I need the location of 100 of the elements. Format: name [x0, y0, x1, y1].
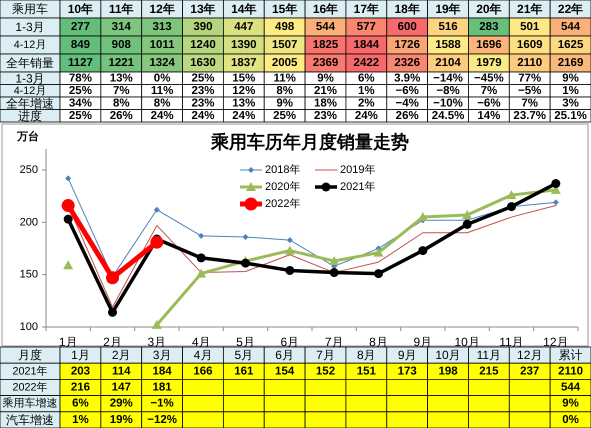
data-label: −12% [147, 414, 177, 426]
data-label: 2369 [312, 57, 338, 69]
x-tick-label: 累计 [558, 348, 583, 362]
y-tick-label: 进度 [18, 108, 42, 123]
point [506, 190, 516, 200]
x-tick-label: 9月 [413, 335, 432, 349]
data-label: 2104 [435, 57, 462, 69]
x-tick-label: 12年 [149, 2, 175, 16]
data-label: 11% [273, 72, 296, 84]
data-label: 1507 [272, 39, 298, 51]
data-label: 9% [562, 398, 579, 410]
y-axis-title: 月度 [18, 348, 42, 362]
point [330, 268, 339, 278]
data-label: 77% [518, 72, 542, 84]
data-label: 3% [562, 97, 579, 110]
data-label: 198 [438, 365, 458, 378]
x-tick-label: 17年 [354, 2, 380, 16]
legend-label: 2021年 [340, 181, 376, 193]
data-label: 516 [438, 21, 458, 33]
x-tick-label: 9月 [398, 348, 417, 362]
data-label: 24% [191, 110, 214, 122]
data-label: −1% [150, 398, 174, 410]
data-label: 9% [317, 72, 334, 84]
data-label: 7% [480, 84, 498, 97]
data-label: 26% [110, 110, 133, 122]
data-label: 21% [314, 84, 338, 97]
data-label: 2% [358, 97, 375, 110]
data-label: 2169 [558, 57, 584, 69]
data-label: 15% [232, 72, 256, 84]
point [63, 260, 74, 270]
data-label: 447 [234, 21, 254, 33]
data-label: 3.9% [394, 72, 420, 84]
data-label: 23.7% [513, 110, 546, 122]
data-label: 1609 [516, 39, 543, 51]
point [198, 232, 204, 239]
data-label: 7% [112, 84, 130, 97]
data-label: 1127 [68, 57, 93, 69]
data-label: 501 [520, 21, 540, 33]
y-tick-label: 2021年 [12, 365, 48, 378]
data-label: 26% [396, 110, 419, 122]
data-label: 1979 [476, 57, 502, 69]
data-label: 6% [358, 72, 375, 84]
x-tick-label: 2月 [112, 348, 131, 362]
data-label: 9% [562, 72, 579, 84]
data-label: 1625 [558, 39, 584, 51]
y-tick-label: 150 [20, 268, 38, 281]
point [284, 246, 295, 255]
data-label: 1837 [231, 57, 257, 69]
y-tick-label: 全年增速 [6, 96, 54, 110]
y-tick-label: 4-12月 [14, 84, 46, 97]
point [374, 248, 384, 257]
point [152, 320, 162, 329]
x-tick-label: 21年 [517, 2, 542, 16]
data-label: 25% [68, 84, 92, 97]
x-tick-label: 4月 [192, 335, 211, 349]
data-label: 314 [112, 21, 132, 33]
x-tick-label: 6月 [280, 335, 300, 349]
data-label: 1588 [435, 39, 462, 51]
data-label: 114 [112, 365, 132, 378]
y-tick-label: 4-12月 [14, 39, 46, 51]
x-tick-label: 3月 [152, 348, 172, 362]
data-label: 577 [356, 21, 376, 33]
x-tick-label: 5月 [234, 348, 254, 362]
data-label: 544 [316, 21, 336, 33]
x-tick-label: 11年 [108, 2, 134, 16]
point [329, 256, 340, 266]
x-tick-label: 3月 [147, 335, 166, 349]
x-tick-label: 7月 [316, 348, 335, 362]
data-label: 203 [70, 365, 90, 378]
legend-label: 2020年 [265, 181, 300, 193]
point [242, 234, 248, 240]
data-label: 24% [232, 110, 256, 122]
data-label: 14% [477, 110, 500, 122]
x-tick-label: 20年 [476, 2, 502, 16]
data-label: 152 [316, 365, 336, 378]
data-label: −45% [474, 72, 504, 84]
data-label: 544 [560, 382, 581, 394]
point [150, 236, 164, 249]
legend-label: 2019年 [340, 164, 376, 176]
data-label: 29% [110, 398, 133, 410]
data-label: 1844 [354, 39, 380, 51]
data-label: 154 [275, 365, 295, 378]
data-label: 390 [193, 21, 213, 33]
y-tick-label: 乘用车增速 [2, 396, 58, 410]
x-tick-label: 11月 [476, 348, 502, 362]
point [551, 179, 560, 188]
point [108, 308, 117, 317]
chart-title: 乘用车历年月度销量走势 [210, 132, 409, 152]
data-label: 1% [358, 84, 375, 97]
data-label: 7% [521, 97, 538, 110]
data-label: 1% [72, 414, 89, 426]
data-label: 8% [154, 97, 170, 110]
data-label: −4% [396, 97, 419, 110]
y-tick-label: 全年销量 [6, 56, 54, 70]
data-label: 498 [275, 21, 295, 33]
data-label: 151 [356, 365, 377, 378]
y-tick-label: 2022年 [12, 382, 48, 394]
data-label: 1221 [108, 57, 135, 69]
data-label: 161 [234, 365, 254, 378]
data-label: 544 [560, 21, 581, 33]
